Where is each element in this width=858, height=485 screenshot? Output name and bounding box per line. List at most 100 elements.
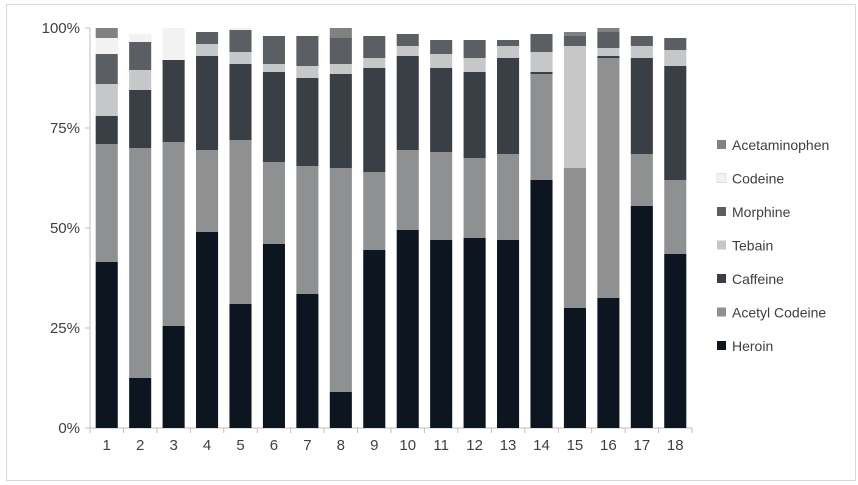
bar-segment-acetyl-codeine <box>329 168 352 392</box>
bar-segment-morphine <box>597 32 620 48</box>
y-tick-label: 50% <box>50 220 80 237</box>
bar-segment-heroin <box>95 262 118 428</box>
legend: Acetaminophen Codeine Morphine Tebain Caffei… <box>716 137 829 354</box>
bar-segment-heroin <box>664 254 687 428</box>
legend-swatch <box>717 140 726 149</box>
x-tick-label: 15 <box>567 437 584 454</box>
bar-segment-caffeine <box>597 56 620 58</box>
bar-segment-caffeine <box>329 74 352 168</box>
bar-segment-morphine <box>296 36 319 66</box>
bar-segment-acetyl-codeine <box>430 152 453 240</box>
bar-segment-morphine <box>396 34 419 46</box>
x-tick-label: 14 <box>533 437 550 454</box>
bar-segment-morphine <box>664 38 687 50</box>
bar-segment-tebain <box>95 84 118 116</box>
chart-frame: 0% 25% 50% 75% 100% 1 2 3 4 5 6 7 8 9 10 11 12 13 14 15 16 1… <box>6 4 856 481</box>
y-axis: 0% 25% 50% 75% 100% <box>42 20 91 437</box>
x-tick-label: 4 <box>203 437 211 454</box>
x-tick-label: 7 <box>303 437 311 454</box>
y-tick-label: 0% <box>58 420 80 437</box>
legend-swatch <box>717 341 726 350</box>
bar-segment-caffeine <box>530 72 553 74</box>
x-tick-label: 2 <box>136 437 144 454</box>
bar-segment-heroin <box>630 206 653 428</box>
bar-segment-codeine <box>229 28 252 30</box>
bar-segment-acetyl-codeine <box>530 74 553 180</box>
bar-segment-caffeine <box>664 66 687 180</box>
bar-segment-caffeine <box>162 60 185 142</box>
bar-segment-acetyl-codeine <box>497 154 520 240</box>
bar-segment-tebain <box>129 70 152 90</box>
bar-segment-caffeine <box>129 90 152 148</box>
x-tick-label: 11 <box>433 437 449 454</box>
x-tick-label: 9 <box>370 437 378 454</box>
legend-swatch <box>717 207 726 216</box>
bar-segment-acetyl-codeine <box>196 150 219 232</box>
legend-label: Acetyl Codeine <box>732 305 826 321</box>
bar-segment-morphine <box>563 36 586 46</box>
bar-segment-tebain <box>530 52 553 72</box>
bar-segment-tebain <box>229 52 252 64</box>
legend-swatch <box>717 274 726 283</box>
bar-segment-morphine <box>463 40 486 58</box>
y-tick-label: 75% <box>50 120 80 137</box>
bar-segment-acetyl-codeine <box>597 58 620 298</box>
bar-segment-acetaminophen <box>95 28 118 38</box>
legend-label: Acetaminophen <box>732 137 829 153</box>
x-tick-label: 12 <box>466 437 483 454</box>
bar-segment-heroin <box>363 250 386 428</box>
bar-segment-heroin <box>229 304 252 428</box>
bar-segment-acetyl-codeine <box>630 154 653 206</box>
bar-segment-tebain <box>463 58 486 72</box>
bar-segment-heroin <box>296 294 319 428</box>
bar-segment-acetyl-codeine <box>664 180 687 254</box>
bar-segment-caffeine <box>95 116 118 144</box>
bar-segment-morphine <box>430 40 453 54</box>
bar-segment-tebain <box>497 46 520 58</box>
x-tick-label: 5 <box>236 437 244 454</box>
bar-segment-morphine <box>530 34 553 52</box>
bar-segment-caffeine <box>497 58 520 154</box>
x-tick-label: 3 <box>169 437 177 454</box>
bar-segment-acetyl-codeine <box>463 158 486 238</box>
x-tick-label: 17 <box>633 437 650 454</box>
legend-label: Tebain <box>732 238 773 254</box>
bar-segment-heroin <box>463 238 486 428</box>
legend-label: Caffeine <box>732 271 784 287</box>
bar-segment-heroin <box>129 378 152 428</box>
bar-segment-caffeine <box>229 64 252 140</box>
bar-segment-tebain <box>430 54 453 68</box>
x-tick-label: 6 <box>270 437 278 454</box>
bar-segment-tebain <box>363 58 386 68</box>
x-tick-label: 8 <box>337 437 345 454</box>
bar-segment-acetyl-codeine <box>563 168 586 308</box>
bar-segment-tebain <box>630 46 653 58</box>
bar-segment-caffeine <box>396 56 419 150</box>
bar-segment-tebain <box>262 64 285 72</box>
bar-segment-acetyl-codeine <box>95 144 118 262</box>
legend-label: Morphine <box>732 204 791 220</box>
bar-segment-caffeine <box>430 68 453 152</box>
bar-segment-acetyl-codeine <box>296 166 319 294</box>
bar-segment-tebain <box>396 46 419 56</box>
bar-segment-heroin <box>563 308 586 428</box>
bar-segment-morphine <box>229 30 252 52</box>
bar-segment-morphine <box>262 36 285 64</box>
legend-label: Heroin <box>732 338 773 354</box>
bar-segment-caffeine <box>196 56 219 150</box>
bar-segment-morphine <box>329 38 352 64</box>
bar-segment-caffeine <box>630 58 653 154</box>
bar-segment-heroin <box>430 240 453 428</box>
bar-segment-heroin <box>530 180 553 428</box>
bar-segment-acetyl-codeine <box>129 148 152 378</box>
bar-segment-heroin <box>262 244 285 428</box>
x-tick-label: 16 <box>600 437 617 454</box>
x-tick-label: 18 <box>667 437 684 454</box>
bar-segment-acetyl-codeine <box>363 172 386 250</box>
legend-swatch <box>717 240 726 250</box>
bar-segment-acetyl-codeine <box>262 162 285 244</box>
bar-segment-tebain <box>563 46 586 168</box>
bar-segment-tebain <box>664 50 687 66</box>
bar-segment-tebain <box>196 44 219 56</box>
y-tick-label: 100% <box>42 20 80 37</box>
